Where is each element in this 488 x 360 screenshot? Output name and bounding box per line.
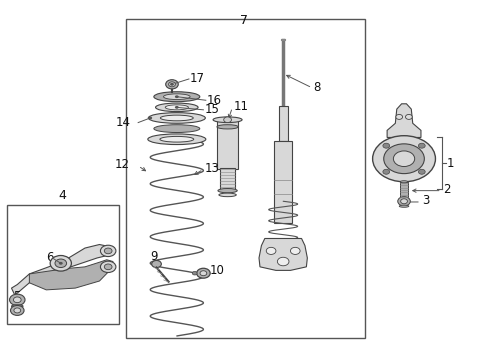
Circle shape xyxy=(382,143,389,148)
Polygon shape xyxy=(29,260,113,290)
Circle shape xyxy=(290,247,300,255)
Circle shape xyxy=(223,117,231,123)
Circle shape xyxy=(393,151,414,167)
Ellipse shape xyxy=(154,125,200,132)
Ellipse shape xyxy=(213,117,242,123)
Circle shape xyxy=(175,106,179,109)
Bar xyxy=(7,205,119,324)
Text: 7: 7 xyxy=(240,14,248,27)
Circle shape xyxy=(104,264,112,270)
Circle shape xyxy=(400,199,407,204)
Text: 3: 3 xyxy=(421,194,428,207)
Ellipse shape xyxy=(154,92,200,102)
Circle shape xyxy=(192,271,197,275)
Circle shape xyxy=(100,245,116,257)
Ellipse shape xyxy=(155,103,198,112)
Text: 5: 5 xyxy=(13,291,20,303)
Polygon shape xyxy=(11,244,113,295)
Bar xyxy=(274,141,291,222)
Circle shape xyxy=(59,262,62,265)
Ellipse shape xyxy=(217,125,238,129)
Ellipse shape xyxy=(219,193,236,197)
Ellipse shape xyxy=(163,94,190,100)
Circle shape xyxy=(372,136,435,182)
Circle shape xyxy=(265,247,275,255)
Circle shape xyxy=(418,169,425,174)
Circle shape xyxy=(55,259,66,267)
Bar xyxy=(278,105,287,141)
Circle shape xyxy=(382,169,389,174)
Text: 16: 16 xyxy=(206,94,222,107)
Ellipse shape xyxy=(147,134,205,145)
Circle shape xyxy=(196,268,210,278)
Polygon shape xyxy=(259,238,307,270)
Polygon shape xyxy=(386,104,420,138)
Ellipse shape xyxy=(148,113,205,123)
Bar xyxy=(220,168,235,191)
Ellipse shape xyxy=(165,105,188,110)
Text: 8: 8 xyxy=(312,81,320,94)
Text: 9: 9 xyxy=(150,251,158,264)
Ellipse shape xyxy=(399,181,407,183)
Circle shape xyxy=(418,143,425,148)
Circle shape xyxy=(151,260,161,267)
Text: 15: 15 xyxy=(204,103,219,116)
Text: 11: 11 xyxy=(233,100,248,113)
Circle shape xyxy=(165,80,178,89)
Text: 13: 13 xyxy=(204,162,219,175)
Text: 17: 17 xyxy=(189,72,204,85)
Text: 10: 10 xyxy=(209,264,224,277)
Text: 4: 4 xyxy=(59,189,66,202)
Circle shape xyxy=(175,95,179,98)
Ellipse shape xyxy=(218,189,237,193)
Circle shape xyxy=(405,114,411,120)
Circle shape xyxy=(50,256,71,271)
Circle shape xyxy=(10,306,24,315)
Circle shape xyxy=(13,297,21,303)
Ellipse shape xyxy=(398,205,408,207)
Bar xyxy=(399,182,407,198)
Circle shape xyxy=(104,248,112,254)
Ellipse shape xyxy=(11,305,23,307)
Circle shape xyxy=(277,257,288,266)
Circle shape xyxy=(383,144,424,174)
Circle shape xyxy=(14,308,20,313)
Text: 14: 14 xyxy=(116,116,131,129)
Circle shape xyxy=(10,294,25,306)
Circle shape xyxy=(395,114,402,120)
Circle shape xyxy=(148,117,152,120)
Circle shape xyxy=(397,197,409,206)
Circle shape xyxy=(100,261,116,273)
Bar xyxy=(217,120,238,169)
Ellipse shape xyxy=(160,136,193,142)
Ellipse shape xyxy=(160,115,193,121)
Text: 2: 2 xyxy=(442,183,449,196)
Text: 12: 12 xyxy=(115,158,130,171)
Text: 1: 1 xyxy=(446,157,453,170)
Bar xyxy=(126,19,365,338)
Circle shape xyxy=(170,83,174,86)
Text: 6: 6 xyxy=(46,252,54,265)
Circle shape xyxy=(168,82,175,87)
Circle shape xyxy=(200,271,206,276)
